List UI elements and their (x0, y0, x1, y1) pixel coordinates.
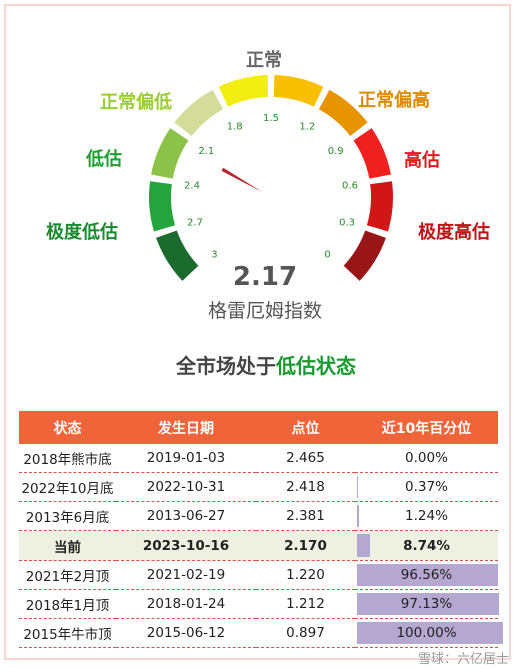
table-row: 2018年1月顶 2018-01-24 1.212 97.13% (19, 589, 499, 619)
table-row: 2013年6月底 2013-06-27 2.381 1.24% (19, 501, 498, 531)
percentile-bar (357, 622, 503, 644)
gauge-tick-label: 2.7 (187, 218, 203, 229)
status-highlight: 低估状态 (276, 354, 356, 378)
gauge-segment (174, 89, 224, 136)
cell-date: 2013-06-27 (116, 501, 256, 531)
gauge-segment (273, 75, 324, 107)
cell-percentile: 97.13% (355, 589, 499, 619)
gauge-segment (318, 89, 368, 136)
percentile-bar (357, 476, 358, 498)
table-row: 2021年2月顶 2021-02-19 1.220 96.56% (19, 560, 498, 590)
gauge-tick-label: 2.1 (198, 146, 214, 157)
status-prefix: 全市场处于 (176, 354, 276, 378)
gauge-segment (353, 128, 391, 179)
header-date: 发生日期 (116, 411, 256, 444)
gauge-segment (343, 230, 386, 281)
cell-state: 2018年熊市底 (19, 444, 116, 473)
gauge: 3 2.7 2.4 2.1 1.8 1.5 1.2 0.9 0.6 0.3 0 (148, 75, 394, 281)
cell-state: 2021年2月顶 (19, 560, 116, 590)
table-header-row: 状态 发生日期 点位 近10年百分位 (19, 411, 498, 444)
gauge-tick-label: 0.6 (342, 180, 358, 191)
gauge-tick-label: 0.9 (328, 146, 344, 157)
cell-point: 2.418 (256, 472, 355, 502)
gauge-name: 格雷厄姆指数 (207, 300, 322, 322)
cell-percentile: 8.74% (355, 530, 498, 561)
cell-state: 2015年牛市顶 (19, 618, 116, 648)
percentile-bar (357, 593, 499, 615)
history-table: 状态 发生日期 点位 近10年百分位 2018年熊市底 2019-01-03 2.4… (19, 411, 503, 648)
gauge-tick-label: 1.2 (299, 122, 315, 133)
header-state: 状态 (19, 411, 116, 444)
zone-label-extreme-low: 极度低估 (46, 222, 118, 243)
zone-label-slightly-low: 正常偏低 (100, 92, 172, 113)
zone-label-high: 高估 (404, 150, 440, 171)
gauge-tick-label: 3 (211, 250, 217, 261)
cell-state: 当前 (19, 530, 116, 561)
gauge-segment (151, 128, 189, 179)
cell-date: 2021-02-19 (116, 560, 256, 590)
zone-label-extreme-high: 极度高估 (418, 222, 490, 243)
zone-label-low: 低估 (86, 149, 122, 170)
header-percentile: 近10年百分位 (355, 411, 498, 444)
cell-point: 0.897 (256, 618, 355, 648)
market-status: 全市场处于低估状态 (0, 350, 519, 379)
table-row: 2022年10月底 2022-10-31 2.418 0.37% (19, 472, 498, 502)
header-point: 点位 (256, 411, 355, 444)
percentile-text: 97.13% (400, 596, 453, 612)
cell-percentile: 100.00% (355, 618, 503, 648)
cell-percentile: 0.37% (355, 472, 498, 502)
zone-label-slightly-high: 正常偏高 (358, 90, 430, 111)
percentile-text: 96.56% (400, 567, 453, 583)
gauge-needle (221, 167, 263, 193)
percentile-bar (357, 534, 370, 557)
zone-label-normal: 正常 (246, 50, 282, 71)
gauge-tick-label: 1.5 (263, 113, 279, 124)
percentile-bar (357, 564, 498, 586)
percentile-text: 100.00% (396, 625, 457, 641)
cell-percentile: 1.24% (355, 501, 498, 531)
gauge-tick-label: 0.3 (339, 218, 355, 229)
table-row: 2018年熊市底 2019-01-03 2.465 0.00% (19, 444, 498, 473)
cell-state: 2018年1月顶 (19, 589, 116, 619)
cell-date: 2022-10-31 (116, 472, 256, 502)
percentile-text: 0.37% (405, 479, 448, 495)
gauge-segment (366, 181, 394, 232)
gauge-tick-label: 2.4 (184, 180, 200, 191)
percentile-text: 0.00% (405, 450, 448, 466)
cell-date: 2015-06-12 (116, 618, 256, 648)
percentile-text: 8.74% (403, 537, 450, 554)
cell-date: 2019-01-03 (116, 444, 256, 473)
cell-point: 1.220 (256, 560, 355, 590)
table-row: 当前 2023-10-16 2.170 8.74% (19, 530, 498, 561)
percentile-bar (357, 505, 359, 527)
watermark: 雪球：六亿居士 (417, 652, 509, 667)
cell-percentile: 0.00% (355, 444, 498, 473)
cell-point: 2.170 (256, 530, 355, 561)
gauge-segment (218, 75, 269, 107)
gauge-tick-label: 1.8 (227, 122, 243, 133)
table-row: 2015年牛市顶 2015-06-12 0.897 100.00% (19, 618, 503, 648)
cell-date: 2023-10-16 (116, 530, 256, 561)
cell-point: 1.212 (256, 589, 355, 619)
cell-point: 2.465 (256, 444, 355, 473)
percentile-text: 1.24% (405, 508, 448, 524)
cell-percentile: 96.56% (355, 560, 498, 590)
gauge-value: 2.17 (232, 262, 298, 292)
cell-point: 2.381 (256, 501, 355, 531)
cell-date: 2018-01-24 (116, 589, 256, 619)
gauge-segment (156, 230, 199, 281)
cell-state: 2013年6月底 (19, 501, 116, 531)
gauge-tick-label: 0 (324, 250, 330, 261)
cell-state: 2022年10月底 (19, 472, 116, 502)
gauge-segment (148, 181, 176, 232)
